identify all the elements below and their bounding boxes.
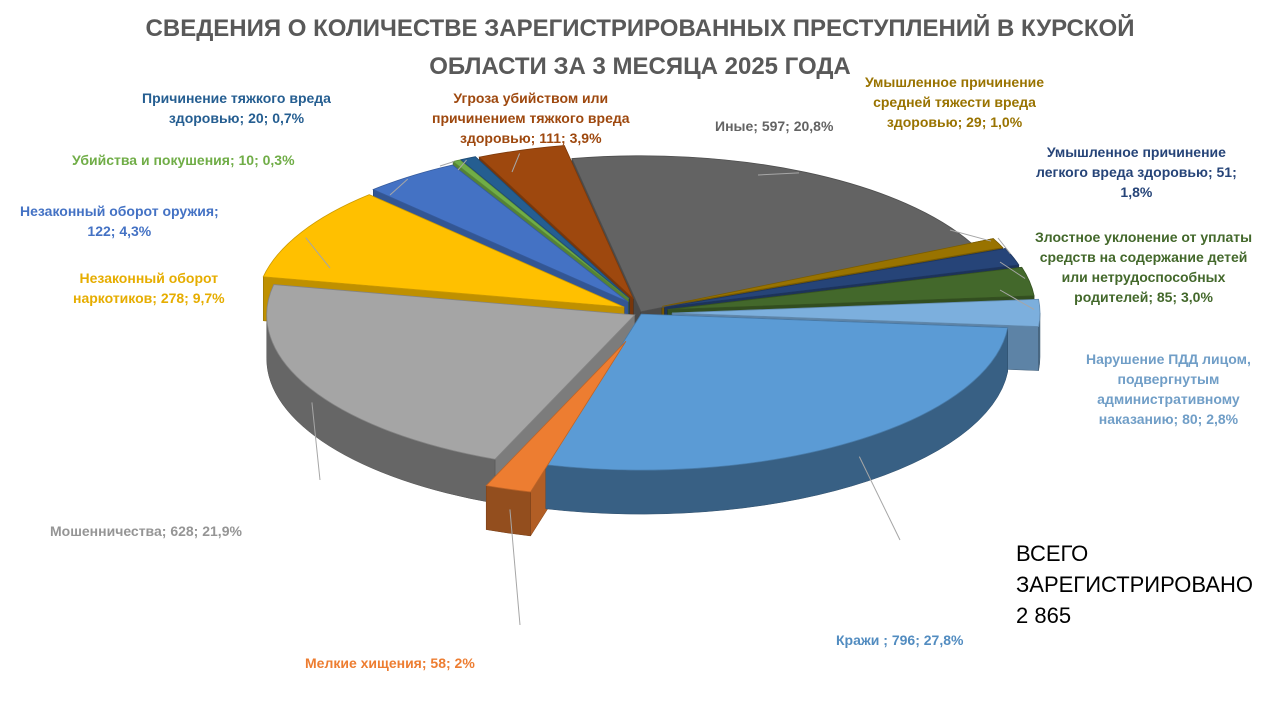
- total-value: 2 865: [1016, 603, 1072, 628]
- slice-label-line: 1,8%: [1120, 184, 1153, 200]
- slice-7: [478, 145, 634, 300]
- slice-label-line: Причинение тяжкого вреда: [142, 90, 331, 106]
- slice-label-2: Мошенничества; 628; 21,9%: [50, 521, 242, 541]
- slice-0: [545, 313, 1009, 471]
- leader-lines: [305, 153, 1035, 626]
- slice-label-line: здоровью; 111; 3,9%: [460, 130, 602, 146]
- leader-line-5: [439, 161, 455, 167]
- slice-label-5: Убийства и покушения; 10; 0,3%: [72, 150, 295, 170]
- slice-10: [664, 248, 1020, 308]
- slice-label-9: Умышленное причинение средней тяжести вре…: [865, 72, 1044, 132]
- slice-label-line: Умышленное причинение: [1046, 144, 1226, 160]
- chart-title-line-2: ОБЛАСТИ ЗА 3 МЕСЯЦА 2025 ГОДА: [429, 53, 851, 80]
- slice-wall-1: [485, 485, 531, 537]
- total-label-line-1: ВСЕГО: [1016, 541, 1089, 566]
- slice-label-line: Иные; 597; 20,8%: [715, 118, 834, 134]
- slice-label-6: Причинение тяжкого вреда здоровью; 20; 0,…: [142, 88, 331, 128]
- total-note: ВСЕГО ЗАРЕГИСТРИРОВАНО 2 865: [1016, 538, 1253, 631]
- slice-1: [485, 340, 627, 493]
- leader-line-1: [509, 509, 521, 626]
- slice-label-line: Мелкие хищения; 58; 2%: [305, 655, 475, 671]
- slice-label-line: средней тяжести вреда: [873, 94, 1036, 110]
- slice-3: [262, 194, 625, 308]
- slice-label-line: здоровью; 29; 1,0%: [886, 114, 1023, 130]
- slice-label-line: Мошенничества; 628; 21,9%: [50, 523, 242, 539]
- slice-label-line: или нетрудоспособных: [1061, 269, 1226, 285]
- slice-12: [671, 298, 1041, 327]
- slice-6: [460, 156, 630, 299]
- slice-label-line: наказанию; 80; 2,8%: [1098, 411, 1239, 427]
- leader-line-7: [511, 153, 521, 173]
- leader-line-0: [858, 456, 901, 541]
- leader-line-10: [997, 237, 1011, 255]
- slice-label-line: легкого вреда здоровью; 51;: [1036, 164, 1237, 180]
- total-label-line-2: ЗАРЕГИСТРИРОВАНО: [1016, 572, 1254, 597]
- slice-label-8: Иные; 597; 20,8%: [715, 116, 833, 136]
- slice-label-line: родителей; 85; 3,0%: [1074, 289, 1213, 305]
- slice-label-line: здоровью; 20; 0,7%: [168, 110, 305, 126]
- slice-label-line: причинением тяжкого вреда: [432, 110, 630, 126]
- leader-line-11: [999, 261, 1026, 279]
- slice-label-12: Нарушение ПДД лицом, подвергнутым админист…: [1086, 349, 1251, 429]
- leader-line-9: [949, 229, 992, 242]
- leader-line-4: [389, 178, 409, 196]
- slice-label-line: Убийства и покушения; 10; 0,3%: [72, 152, 295, 168]
- slice-label-line: Кражи ; 796; 27,8%: [836, 632, 964, 648]
- leader-line-12: [999, 289, 1035, 310]
- leader-line-8: [757, 172, 800, 176]
- slice-8: [571, 155, 974, 313]
- slice-11: [667, 266, 1035, 310]
- slice-2: [266, 284, 636, 460]
- chart-title-line-1: СВЕДЕНИЯ О КОЛИЧЕСТВЕ ЗАРЕГИСТРИРОВАННЫХ…: [145, 15, 1135, 42]
- slice-label-line: Злостное уклонение от уплаты: [1035, 229, 1253, 245]
- slice-label-line: Нарушение ПДД лицом,: [1086, 351, 1251, 367]
- slice-label-line: средств на содержание детей: [1039, 249, 1248, 265]
- slice-label-line: Умышленное причинение: [865, 74, 1045, 90]
- slice-label-line: подвергнутым: [1117, 371, 1220, 387]
- chart-title: СВЕДЕНИЯ О КОЛИЧЕСТВЕ ЗАРЕГИСТРИРОВАННЫХ…: [0, 10, 1280, 86]
- slice-label-4: Незаконный оборот оружия; 122; 4,3%: [20, 201, 219, 241]
- slice-label-line: административному: [1097, 391, 1240, 407]
- slice-label-11: Злостное уклонение от уплаты средств на с…: [1035, 227, 1252, 307]
- slice-4: [372, 164, 629, 303]
- leader-line-6: [457, 159, 467, 171]
- leader-line-3: [305, 237, 331, 269]
- slice-label-1: Мелкие хищения; 58; 2%: [305, 653, 475, 673]
- slice-label-0: Кражи ; 796; 27,8%: [836, 630, 963, 650]
- slice-label-line: 122; 4,3%: [87, 223, 152, 239]
- slice-label-7: Угроза убийством или причинением тяжкого …: [432, 88, 630, 148]
- slice-label-line: наркотиков; 278; 9,7%: [73, 290, 225, 306]
- slice-label-line: Незаконный оборот: [79, 270, 219, 286]
- pie-slices: [262, 145, 1041, 493]
- slice-label-10: Умышленное причинение легкого вреда здоро…: [1036, 142, 1237, 202]
- slice-9: [661, 238, 1004, 307]
- slice-label-line: Угроза убийством или: [453, 90, 609, 106]
- slice-label-3: Незаконный оборот наркотиков; 278; 9,7%: [73, 268, 225, 308]
- slice-label-line: Незаконный оборот оружия;: [20, 203, 219, 219]
- leader-line-2: [311, 402, 321, 481]
